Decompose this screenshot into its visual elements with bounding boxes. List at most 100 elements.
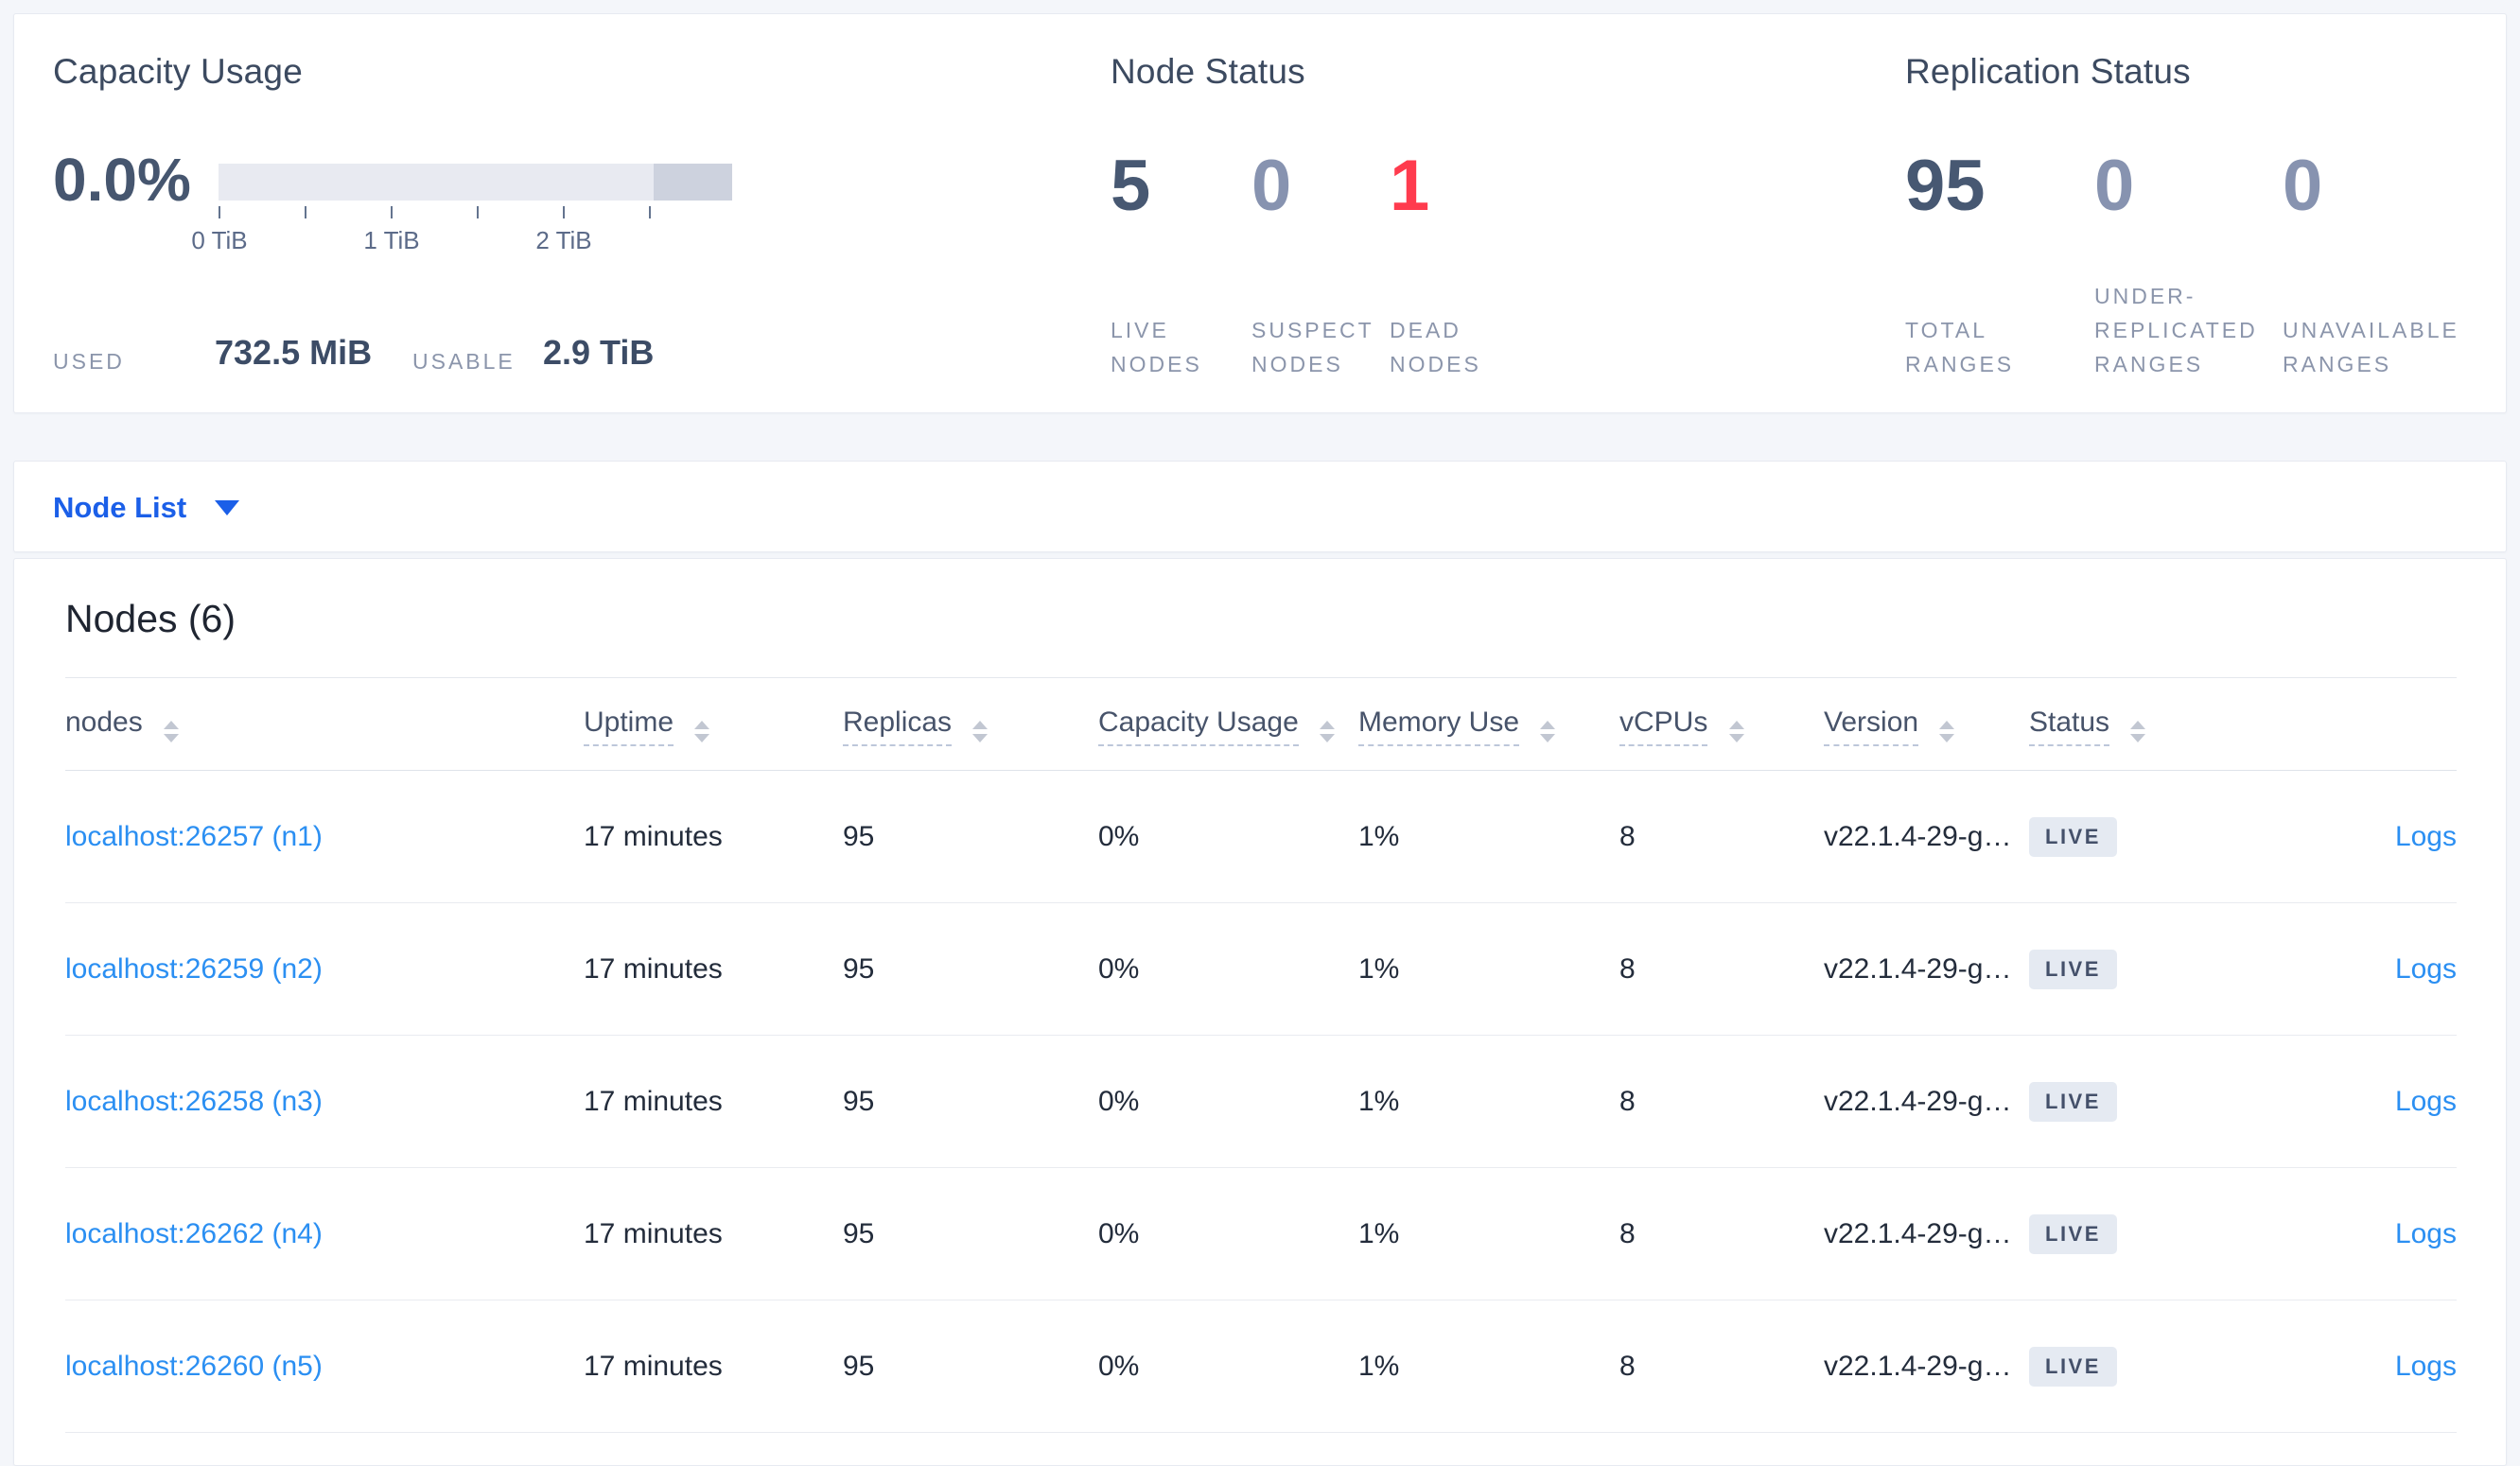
status-badge: LIVE (2029, 949, 2117, 989)
node-link[interactable]: localhost:26259 (n2) (65, 952, 323, 985)
uptime-cell: 17 minutes (584, 1035, 843, 1168)
version-cell: v22.1.4-29-g… (1824, 1167, 2029, 1300)
column-header-capacity-usage[interactable]: Capacity Usage (1098, 677, 1358, 771)
nodes-heading: Nodes (6) (65, 597, 236, 640)
replicas-cell: 95 (843, 1167, 1098, 1300)
capacity-cell: 0% (1098, 1300, 1358, 1433)
capacity-cell: 0% (1098, 1167, 1358, 1300)
replication-values: 95 0 0 (1905, 145, 2481, 228)
node-link[interactable]: localhost:26262 (n4) (65, 1217, 323, 1249)
unavailable-ranges-label: UNAVAILABLE RANGES (2283, 318, 2459, 376)
sort-icon (1320, 720, 1336, 742)
column-header-label: Replicas (843, 706, 953, 746)
sort-icon (1540, 720, 1556, 742)
logs-link[interactable]: Logs (2394, 1350, 2457, 1382)
node-status-title: Node Status (1111, 52, 1305, 91)
axis-tick (391, 206, 393, 218)
used-value: 732.5 MiB (215, 333, 373, 372)
uptime-cell: 17 minutes (584, 1300, 843, 1433)
live-nodes-count: 5 (1111, 146, 1151, 226)
column-header-status[interactable]: Status (2029, 677, 2237, 771)
chevron-down-icon (215, 499, 240, 515)
uptime-cell: 17 minutes (584, 1167, 843, 1300)
replicas-cell: 95 (843, 902, 1098, 1036)
suspect-nodes-count: 0 (1251, 146, 1292, 226)
vcpus-cell: 8 (1619, 902, 1824, 1036)
column-header-uptime[interactable]: Uptime (584, 677, 843, 771)
live-nodes-label: LIVE NODES (1111, 318, 1202, 376)
nodes-panel: Nodes (6) nodes Uptime (13, 558, 2507, 1466)
version-cell: v22.1.4-29-g… (1824, 1300, 2029, 1433)
axis-tick (305, 206, 306, 218)
logs-link[interactable]: Logs (2394, 952, 2457, 985)
capacity-cell: 0% (1098, 770, 1358, 903)
table-row: localhost:26258 (n3) 17 minutes 95 0% 1%… (65, 1035, 2457, 1168)
table-row: localhost:26259 (n2) 17 minutes 95 0% 1%… (65, 902, 2457, 1036)
sort-icon (2130, 720, 2146, 742)
memory-cell: 1% (1358, 1035, 1619, 1168)
vcpus-cell: 8 (1619, 1035, 1824, 1168)
capacity-axis (219, 206, 732, 218)
unavailable-ranges-count: 0 (2283, 146, 2323, 226)
table-row: localhost:26262 (n4) 17 minutes 95 0% 1%… (65, 1167, 2457, 1300)
column-header-nodes[interactable]: nodes (65, 677, 584, 771)
replicas-cell: 95 (843, 1035, 1098, 1168)
vcpus-cell: 8 (1619, 770, 1824, 903)
sort-icon (164, 720, 180, 742)
capacity-usage-bar (219, 164, 732, 201)
memory-cell: 1% (1358, 1300, 1619, 1433)
table-row: localhost:26260 (n5) 17 minutes 95 0% 1%… (65, 1300, 2457, 1433)
under-replicated-ranges-label: UNDER-REPLICATED RANGES (2094, 284, 2258, 376)
axis-tick-label: 0 TiB (191, 226, 248, 254)
uptime-cell: 17 minutes (584, 902, 843, 1036)
vcpus-cell: 8 (1619, 1167, 1824, 1300)
replicas-cell: 95 (843, 1300, 1098, 1433)
capacity-axis-labels: 0 TiB 1 TiB 2 TiB (191, 226, 732, 254)
logs-link[interactable]: Logs (2394, 1217, 2457, 1249)
column-header-label: Version (1824, 706, 1919, 746)
node-status-values: 5 0 1 (1111, 145, 1541, 228)
usable-label: USABLE (412, 349, 516, 374)
logs-link[interactable]: Logs (2394, 820, 2457, 852)
column-header-version[interactable]: Version (1824, 677, 2029, 771)
column-header-label: Capacity Usage (1098, 706, 1299, 746)
vcpus-cell: 8 (1619, 1300, 1824, 1433)
column-header-label: nodes (65, 706, 143, 738)
node-link[interactable]: localhost:26258 (n3) (65, 1085, 323, 1117)
total-ranges-count: 95 (1905, 146, 1986, 226)
status-badge: LIVE (2029, 1081, 2117, 1122)
memory-cell: 1% (1358, 770, 1619, 903)
memory-cell: 1% (1358, 1167, 1619, 1300)
view-selector-bar: Node List (13, 461, 2507, 552)
column-header-memory-use[interactable]: Memory Use (1358, 677, 1619, 771)
table-row: localhost:26257 (n1) 17 minutes 95 0% 1%… (65, 770, 2457, 903)
sort-icon (972, 720, 989, 742)
node-link[interactable]: localhost:26260 (n5) (65, 1350, 323, 1382)
sort-icon (1939, 720, 1955, 742)
node-status-labels: LIVE NODES SUSPECT NODES DEAD NODES (1111, 313, 1541, 381)
axis-tick (219, 206, 220, 218)
version-cell: v22.1.4-29-g… (1824, 770, 2029, 903)
sort-icon (694, 720, 710, 742)
column-header-logs-empty (2237, 677, 2457, 771)
logs-link[interactable]: Logs (2394, 1085, 2457, 1117)
axis-tick (649, 206, 651, 218)
capacity-cell: 0% (1098, 1035, 1358, 1168)
replication-labels: TOTAL RANGES UNDER-REPLICATED RANGES UNA… (1905, 279, 2481, 381)
column-header-replicas[interactable]: Replicas (843, 677, 1098, 771)
used-label: USED (53, 349, 125, 374)
column-header-vcpus[interactable]: vCPUs (1619, 677, 1824, 771)
node-list-dropdown-label: Node List (53, 490, 187, 524)
memory-cell: 1% (1358, 902, 1619, 1036)
usable-value: 2.9 TiB (543, 333, 655, 372)
status-badge: LIVE (2029, 1213, 2117, 1254)
version-cell: v22.1.4-29-g… (1824, 1035, 2029, 1168)
total-ranges-label: TOTAL RANGES (1905, 318, 2015, 376)
capacity-bar-reserved-segment (654, 164, 732, 201)
status-badge: LIVE (2029, 1346, 2117, 1387)
node-list-dropdown[interactable]: Node List (53, 462, 240, 553)
node-link[interactable]: localhost:26257 (n1) (65, 820, 323, 852)
under-replicated-ranges-count: 0 (2094, 146, 2135, 226)
axis-tick-label: 1 TiB (363, 226, 420, 254)
column-header-label: Memory Use (1358, 706, 1520, 746)
